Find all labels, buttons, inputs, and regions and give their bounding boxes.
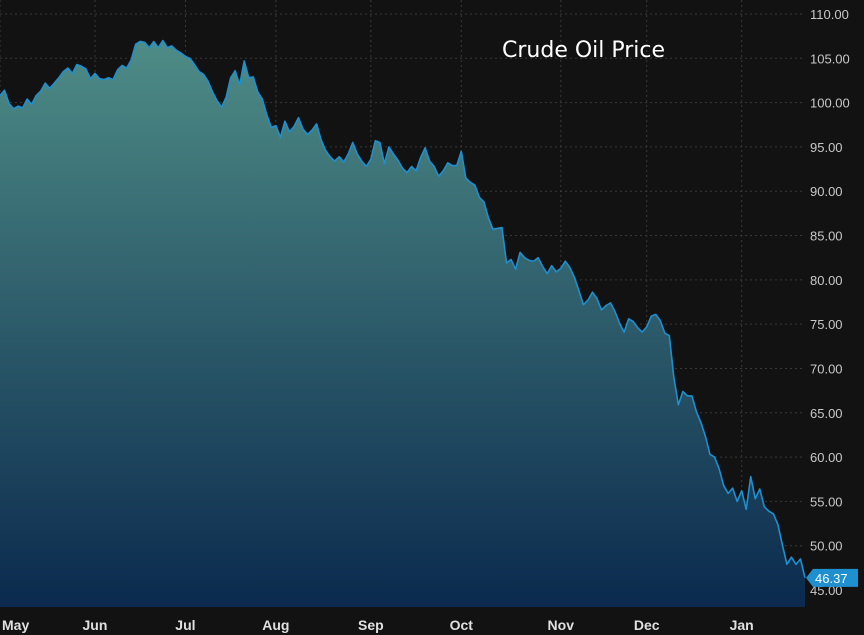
x-tick-label: Nov [548,617,575,633]
x-tick-label: May [2,617,29,633]
y-tick-label: 65.00 [810,406,843,421]
y-tick-label: 70.00 [810,361,843,376]
last-value-label: 46.37 [815,571,848,586]
chart-title: Crude Oil Price [502,38,665,63]
y-tick-label: 75.00 [810,317,843,332]
y-tick-label: 55.00 [810,494,843,509]
y-tick-label: 100.00 [810,96,850,111]
last-value-badge: 46.37 [806,568,858,587]
y-tick-label: 85.00 [810,229,843,244]
last-value-badge-shape [806,568,858,587]
x-tick-label: Jul [175,617,195,633]
x-tick-label: Oct [450,617,474,633]
y-tick-label: 95.00 [810,140,843,155]
y-tick-label: 50.00 [810,539,843,554]
x-axis: May Jun Jul Aug Sep Oct Nov Dec Jan [2,617,754,633]
x-tick-label: Jun [83,617,108,633]
y-axis: 45.0050.0055.0060.0065.0070.0075.0080.00… [810,7,850,598]
y-tick-label: 110.00 [810,7,849,22]
x-tick-label: Aug [262,617,289,633]
y-tick-label: 105.00 [810,51,850,66]
x-tick-label: Sep [358,617,384,633]
y-tick-label: 90.00 [810,184,843,199]
y-tick-label: 80.00 [810,273,843,288]
price-area-fill [0,40,805,607]
price-line [0,39,806,579]
x-tick-label: Dec [634,617,660,633]
y-tick-label: 60.00 [810,450,843,465]
x-tick-label: Jan [730,617,754,633]
